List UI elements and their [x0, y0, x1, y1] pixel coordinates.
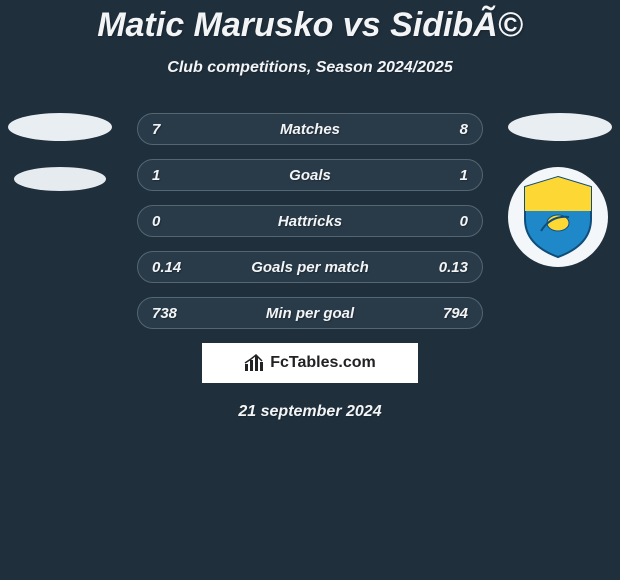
bars-icon	[244, 354, 266, 372]
stat-right-value: 0.13	[439, 259, 468, 276]
right-badge-column	[508, 113, 612, 267]
stat-label: Hattricks	[278, 213, 342, 230]
left-team-badge-2	[14, 167, 106, 191]
right-team-badge-1	[508, 113, 612, 141]
stat-label: Goals per match	[251, 259, 369, 276]
stat-right-value: 0	[460, 213, 468, 230]
brand-text: FcTables.com	[270, 354, 376, 372]
stat-left-value: 1	[152, 167, 160, 184]
stat-right-value: 794	[443, 305, 468, 322]
stat-label: Min per goal	[266, 305, 354, 322]
stat-left-value: 738	[152, 305, 177, 322]
content-area: 7 Matches 8 1 Goals 1 0 Hattricks 0 0.14…	[0, 113, 620, 421]
stat-rows: 7 Matches 8 1 Goals 1 0 Hattricks 0 0.14…	[137, 113, 483, 329]
left-team-badge-1	[8, 113, 112, 141]
stat-row-hattricks: 0 Hattricks 0	[137, 205, 483, 237]
stat-left-value: 7	[152, 121, 160, 138]
fc-koper-crest-icon	[521, 175, 595, 259]
stat-left-value: 0.14	[152, 259, 181, 276]
stat-row-goals-per-match: 0.14 Goals per match 0.13	[137, 251, 483, 283]
right-team-crest	[508, 167, 608, 267]
page-title: Matic Marusko vs SidibÃ©	[0, 0, 620, 45]
subtitle: Club competitions, Season 2024/2025	[0, 59, 620, 77]
stat-right-value: 1	[460, 167, 468, 184]
stat-label: Matches	[280, 121, 340, 138]
stat-row-goals: 1 Goals 1	[137, 159, 483, 191]
left-badge-column	[8, 113, 112, 217]
date-line: 21 september 2024	[0, 403, 620, 421]
stat-label: Goals	[289, 167, 331, 184]
stat-row-min-per-goal: 738 Min per goal 794	[137, 297, 483, 329]
stat-row-matches: 7 Matches 8	[137, 113, 483, 145]
stat-left-value: 0	[152, 213, 160, 230]
brand-inner: FcTables.com	[244, 354, 376, 372]
brand-box[interactable]: FcTables.com	[202, 343, 418, 383]
comparison-card: Matic Marusko vs SidibÃ© Club competitio…	[0, 0, 620, 580]
stat-right-value: 8	[460, 121, 468, 138]
